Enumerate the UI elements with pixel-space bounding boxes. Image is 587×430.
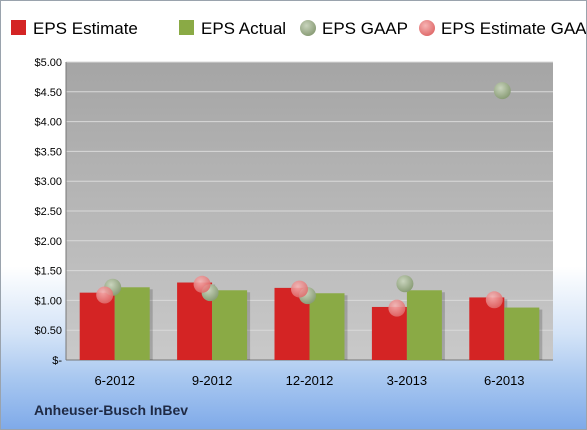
bar-eps-actual [406, 290, 442, 360]
legend-swatch [11, 20, 26, 35]
bar-eps-actual [504, 307, 540, 360]
marker-eps-estimate-gaap [485, 291, 503, 309]
y-tick-label: $1.50 [34, 266, 62, 278]
y-axis-ticks: $- $0.50 $1.00 $1.50 $2.00 $2.50 $3.00 $3.50 $4.… [34, 57, 62, 367]
y-tick-label: $3.00 [34, 176, 62, 188]
bar-eps-actual [212, 290, 248, 360]
y-tick-label: $0.50 [34, 325, 62, 337]
legend-label: EPS Actual [201, 19, 286, 38]
y-tick-label: $3.50 [34, 146, 62, 158]
marker-eps-estimate-gaap [388, 299, 406, 317]
x-tick-label: 12-2012 [286, 373, 334, 388]
marker-eps-estimate-gaap [193, 275, 211, 293]
legend-swatch [419, 20, 435, 36]
x-tick-label: 3-2013 [387, 373, 427, 388]
y-tick-label: $4.50 [34, 87, 62, 99]
bar-eps-estimate [371, 306, 407, 360]
y-tick-label: $2.50 [34, 206, 62, 218]
marker-eps-gaap [396, 275, 414, 293]
y-tick-label: $4.00 [34, 117, 62, 129]
bar-eps-estimate [469, 297, 505, 360]
bars [79, 282, 543, 360]
bar-eps-actual [309, 293, 345, 360]
marker-eps-estimate-gaap [291, 280, 308, 298]
legend-label: EPS Estimate [33, 19, 138, 38]
markers [96, 82, 511, 317]
legend-label: EPS Estimate GAAP [441, 19, 586, 38]
y-tick-label: $2.00 [34, 236, 62, 248]
bar-eps-estimate [79, 292, 115, 360]
y-tick-label: $1.00 [34, 295, 62, 307]
company-label: Anheuser-Busch InBev [34, 402, 189, 418]
legend-swatch [179, 20, 194, 35]
x-tick-label: 6-2013 [484, 373, 524, 388]
bar-eps-actual [114, 287, 150, 360]
marker-eps-gaap [493, 82, 511, 100]
legend-label: EPS GAAP [322, 19, 408, 38]
y-tick-label: $- [52, 355, 62, 367]
x-tick-label: 9-2012 [192, 373, 232, 388]
x-tick-label: 6-2012 [94, 373, 134, 388]
legend-swatch [300, 20, 316, 36]
legend: EPS Estimate EPS Actual EPS GAAP EPS Estima… [11, 19, 586, 38]
y-tick-label: $5.00 [34, 57, 62, 69]
x-axis-ticks: 6-2012 9-2012 12-2012 3-2013 6-2013 [94, 373, 524, 388]
marker-eps-estimate-gaap [96, 286, 114, 304]
